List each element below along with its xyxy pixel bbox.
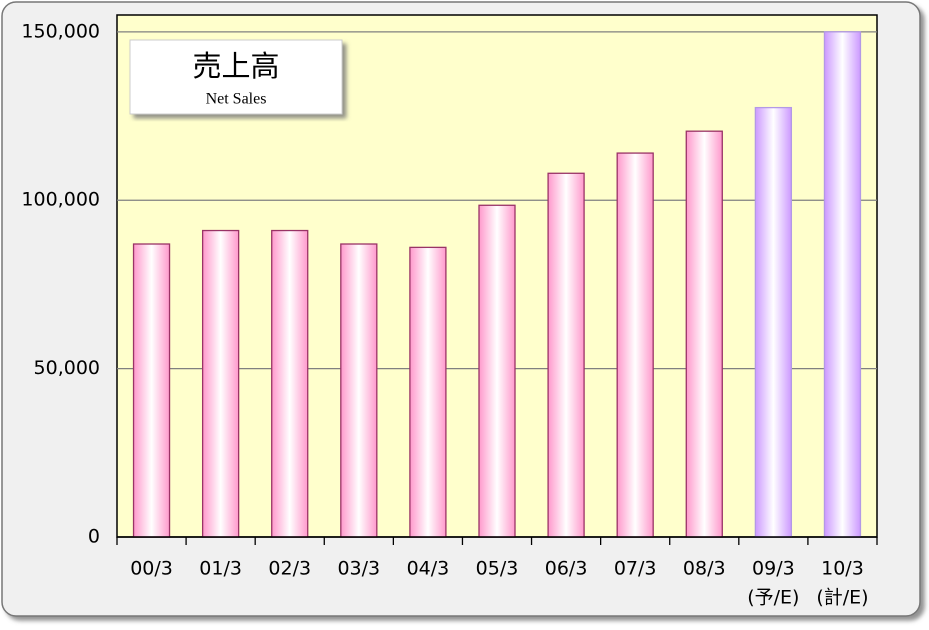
x-tick-label: 00/3 <box>130 558 173 580</box>
x-tick-label: 03/3 <box>337 558 380 580</box>
bar <box>201 229 240 538</box>
x-tick-label: 02/3 <box>268 558 311 580</box>
bar <box>132 243 171 538</box>
x-tick-label: 10/3 <box>821 558 864 580</box>
x-tick-label: 04/3 <box>407 558 450 580</box>
chart-title: 売上高 <box>192 49 279 83</box>
x-tick-label: 08/3 <box>683 558 726 580</box>
bar <box>340 243 378 538</box>
x-tick-label: 07/3 <box>614 558 657 580</box>
bar <box>754 106 793 538</box>
x-tick-label: 01/3 <box>199 558 242 580</box>
chart-subtitle: Net Sales <box>206 91 267 108</box>
bar <box>685 130 723 538</box>
y-tick-label: 0 <box>88 526 100 548</box>
x-tick-note: (計/E) <box>816 587 868 609</box>
bar <box>616 152 654 538</box>
y-tick-label: 100,000 <box>21 189 100 211</box>
x-tick-label: 05/3 <box>476 558 519 580</box>
x-tick-label: 09/3 <box>752 558 795 580</box>
bar <box>409 246 447 538</box>
bar <box>478 204 516 538</box>
x-tick-note: (予/E) <box>747 587 799 609</box>
y-tick-label: 150,000 <box>21 20 100 42</box>
title-box <box>129 39 343 115</box>
bar <box>271 229 309 538</box>
x-tick-label: 06/3 <box>545 558 588 580</box>
bar <box>823 31 862 538</box>
y-tick-label: 50,000 <box>34 357 100 379</box>
bar <box>547 172 585 538</box>
